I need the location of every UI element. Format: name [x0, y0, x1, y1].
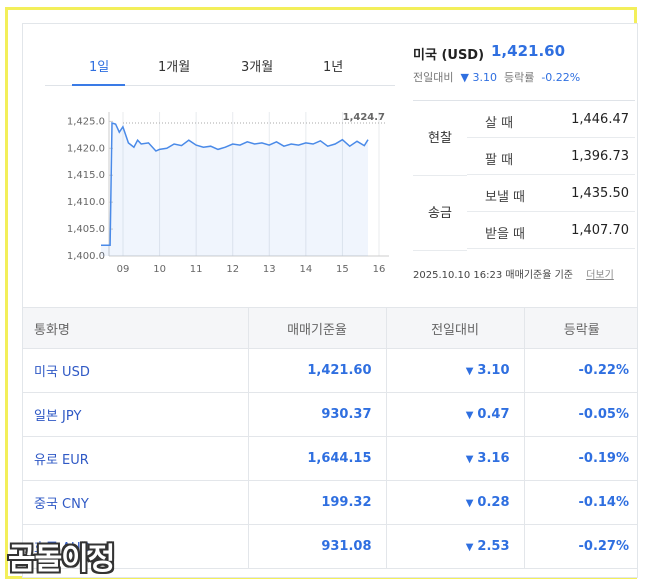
tab-1month[interactable]: 1개월 — [158, 60, 191, 75]
row-label: 보낼 때 — [485, 190, 526, 205]
group-remit: 송금 — [413, 176, 467, 251]
currency-table: 통화명 매매기준율 전일대비 등락률 미국 USD 1,421.60 ▼ 3.10… — [23, 307, 637, 569]
y-tick-label: 1,405.0 — [67, 224, 105, 235]
buy-sell-table: 현찰 송금 살 때 1,446.47 팔 때 1,396.73 보낼 때 1,4… — [413, 100, 635, 251]
x-tick-label: 12 — [226, 264, 239, 275]
row-label: 살 때 — [485, 116, 514, 131]
row-value: 1,435.50 — [571, 186, 629, 201]
prev-label: 전일대비 — [413, 71, 454, 84]
currency-rate: 930.37 — [248, 392, 387, 437]
currency-rate: 199.32 — [248, 480, 387, 525]
row-remit-send: 보낼 때 1,435.50 — [467, 175, 635, 212]
currency-pct: -0.05% — [524, 392, 637, 437]
header-currency: 통화명 — [23, 307, 249, 349]
prev-value: 3.10 — [472, 71, 497, 84]
currency-rate: 1,644.15 — [248, 436, 387, 481]
usd-summary: 미국 (USD) 1,421.60 전일대비 ▼ 3.10 등락률 -0.22%… — [413, 34, 635, 289]
header-diff: 전일대비 — [386, 307, 525, 349]
active-tab-indicator — [72, 84, 125, 86]
y-tick-label: 1,420.0 — [67, 143, 105, 154]
diff-value: 3.10 — [477, 363, 510, 378]
x-tick-label: 10 — [153, 264, 166, 275]
x-tick-label: 13 — [263, 264, 276, 275]
diff-value: 3.16 — [477, 451, 510, 466]
change-value: -0.22% — [541, 71, 581, 84]
y-tick-label: 1,410.0 — [67, 197, 105, 208]
x-tick-label: 16 — [373, 264, 386, 275]
table-row[interactable]: 중국 CNY 199.32 ▼ 0.28 -0.14% — [23, 480, 637, 525]
y-tick-label: 1,425.0 — [67, 116, 105, 127]
row-cash-sell: 팔 때 1,396.73 — [467, 138, 635, 175]
table-row[interactable]: 유로 EUR 1,644.15 ▼ 3.16 -0.19% — [23, 436, 637, 481]
currency-diff: ▼ 0.47 — [386, 392, 525, 437]
table-row[interactable]: 일본 JPY 930.37 ▼ 0.47 -0.05% — [23, 392, 637, 437]
down-arrow-icon: ▼ — [465, 542, 474, 553]
watermark-logo: 곰돌이정 — [8, 542, 115, 577]
table-row[interactable]: 미국 USD 1,421.60 ▼ 3.10 -0.22% — [23, 348, 637, 393]
diff-value: 0.47 — [477, 407, 510, 422]
row-cash-buy: 살 때 1,446.47 — [467, 101, 635, 138]
period-tabs: 1일 1개월 3개월 1년 — [45, 42, 395, 86]
tab-1day[interactable]: 1일 — [89, 60, 110, 75]
y-tick-label: 1,400.0 — [67, 251, 105, 262]
currency-name[interactable]: 호주 AUD — [23, 524, 249, 569]
x-tick-label: 11 — [190, 264, 203, 275]
currency-diff: ▼ 3.10 — [386, 348, 525, 393]
currency-name[interactable]: 일본 JPY — [23, 392, 249, 437]
x-tick-label: 14 — [299, 264, 312, 275]
change-label: 등락률 — [503, 71, 535, 84]
currency-diff: ▼ 0.28 — [386, 480, 525, 525]
currency-pct: -0.22% — [524, 348, 637, 393]
row-value: 1,446.47 — [571, 112, 629, 127]
rate-chart: 09 10 11 12 13 14 15 16 1,400.0 1,405.0 1,410.0 1,4… — [67, 112, 389, 275]
table-header: 통화명 매매기준율 전일대비 등락률 — [23, 307, 637, 349]
tab-1year[interactable]: 1년 — [323, 60, 344, 75]
x-tick-label: 15 — [336, 264, 349, 275]
change-summary: 전일대비 ▼ 3.10 등락률 -0.22% — [413, 69, 580, 85]
currency-name[interactable]: 유로 EUR — [23, 436, 249, 481]
currency-diff: ▼ 3.16 — [386, 436, 525, 481]
down-arrow-icon: ▼ — [465, 366, 474, 377]
header-pct: 등락률 — [524, 307, 637, 349]
currency-title: 미국 (USD) — [413, 48, 485, 63]
update-footer: 2025.10.10 16:23 매매기준율 기준 더보기 — [413, 266, 614, 281]
row-label: 받을 때 — [485, 227, 526, 242]
row-label: 팔 때 — [485, 153, 514, 168]
max-label: 1,424.7 — [343, 112, 385, 123]
currency-rate: 1,421.60 — [248, 348, 387, 393]
currency-name[interactable]: 미국 USD — [23, 348, 249, 393]
y-tick-label: 1,415.0 — [67, 170, 105, 181]
series-area — [101, 123, 368, 256]
row-remit-receive: 받을 때 1,407.70 — [467, 212, 635, 249]
currency-name[interactable]: 중국 CNY — [23, 480, 249, 525]
outer-frame: 1일 1개월 3개월 1년 09 10 11 12 13 14 15 16 1,400.0 1,4… — [5, 7, 638, 579]
series-line — [101, 121, 369, 246]
group-cash: 현찰 — [413, 101, 467, 176]
down-arrow-icon: ▼ — [456, 71, 469, 84]
tab-3month[interactable]: 3개월 — [241, 60, 274, 75]
exchange-widget: 1일 1개월 3개월 1년 09 10 11 12 13 14 15 16 1,400.0 1,4… — [22, 23, 638, 578]
currency-pct: -0.27% — [524, 524, 637, 569]
down-arrow-icon: ▼ — [465, 498, 474, 509]
currency-pct: -0.14% — [524, 480, 637, 525]
currency-list: 통화명 매매기준율 전일대비 등락률 미국 USD 1,421.60 ▼ 3.10… — [23, 307, 637, 569]
row-value: 1,407.70 — [571, 223, 629, 238]
currency-pct: -0.19% — [524, 436, 637, 481]
update-time: 2025.10.10 16:23 매매기준율 기준 — [413, 270, 574, 281]
header-rate: 매매기준율 — [248, 307, 387, 349]
row-value: 1,396.73 — [571, 149, 629, 164]
table-row[interactable]: 호주 AUD 931.08 ▼ 2.53 -0.27% — [23, 524, 637, 569]
diff-value: 2.53 — [477, 539, 510, 554]
x-tick-label: 09 — [117, 264, 130, 275]
down-arrow-icon: ▼ — [465, 410, 474, 421]
current-rate: 1,421.60 — [491, 42, 566, 60]
down-arrow-icon: ▼ — [465, 454, 474, 465]
currency-rate: 931.08 — [248, 524, 387, 569]
currency-diff: ▼ 2.53 — [386, 524, 525, 569]
more-link[interactable]: 더보기 — [586, 270, 614, 281]
diff-value: 0.28 — [477, 495, 510, 510]
